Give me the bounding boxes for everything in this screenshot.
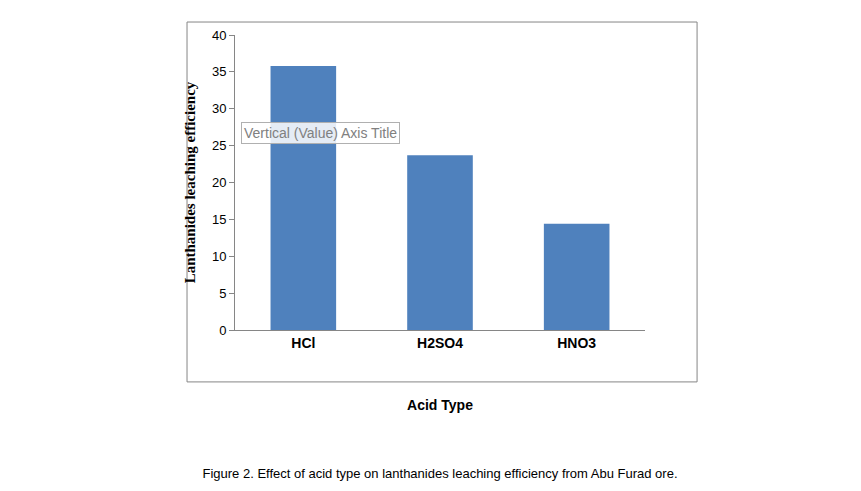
svg-text:0: 0 <box>219 323 226 338</box>
svg-text:Vertical (Value) Axis Title: Vertical (Value) Axis Title <box>244 125 397 141</box>
svg-text:Lanthanides leaching efficienc: Lanthanides leaching efficiency <box>182 81 198 283</box>
svg-text:25: 25 <box>212 138 226 153</box>
svg-text:Figure 2. Effect of acid type: Figure 2. Effect of acid type on lanthan… <box>202 466 677 481</box>
svg-text:40: 40 <box>212 28 226 43</box>
svg-text:15: 15 <box>212 212 226 227</box>
svg-text:5: 5 <box>219 286 226 301</box>
svg-text:10: 10 <box>212 249 226 264</box>
svg-text:35: 35 <box>212 64 226 79</box>
svg-text:HCl: HCl <box>291 335 315 351</box>
svg-text:Acid Type: Acid Type <box>407 397 473 413</box>
svg-text:HNO3: HNO3 <box>557 335 596 351</box>
svg-text:20: 20 <box>212 175 226 190</box>
svg-text:30: 30 <box>212 101 226 116</box>
svg-text:H2SO4: H2SO4 <box>417 335 463 351</box>
